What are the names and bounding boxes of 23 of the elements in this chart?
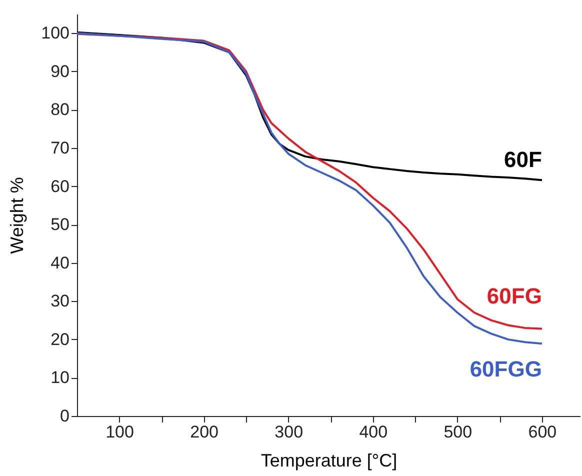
- y-tick-label: 70: [50, 138, 70, 158]
- line-series: [76, 31, 543, 182]
- y-tick-label: 90: [50, 62, 70, 81]
- y-tick-label: 100: [41, 24, 70, 43]
- series-label: 60FGG: [470, 356, 542, 382]
- y-tick-label: 0: [60, 406, 70, 426]
- x-tick-label: 100: [106, 422, 134, 442]
- y-tick-label: 50: [50, 215, 70, 234]
- x-tick-label: 600: [528, 422, 557, 442]
- x-tick-label: 400: [359, 422, 388, 442]
- y-tick-label: 60: [50, 176, 70, 196]
- series-label: 60F: [504, 147, 542, 172]
- series-label: 60FG: [486, 284, 542, 309]
- x-axis-title: Temperature [°C]: [260, 450, 398, 470]
- y-tick-label: 30: [50, 292, 70, 311]
- y-tick-label: 40: [50, 253, 70, 272]
- y-tick-label: 10: [50, 368, 70, 388]
- y-axis-title: Weight %: [7, 177, 28, 254]
- y-tick-label: 80: [50, 100, 70, 120]
- y-tick-label: 20: [50, 330, 70, 349]
- x-tick-label: 200: [190, 422, 218, 442]
- x-tick-label: 500: [444, 422, 472, 442]
- x-tick-label: 300: [274, 422, 304, 442]
